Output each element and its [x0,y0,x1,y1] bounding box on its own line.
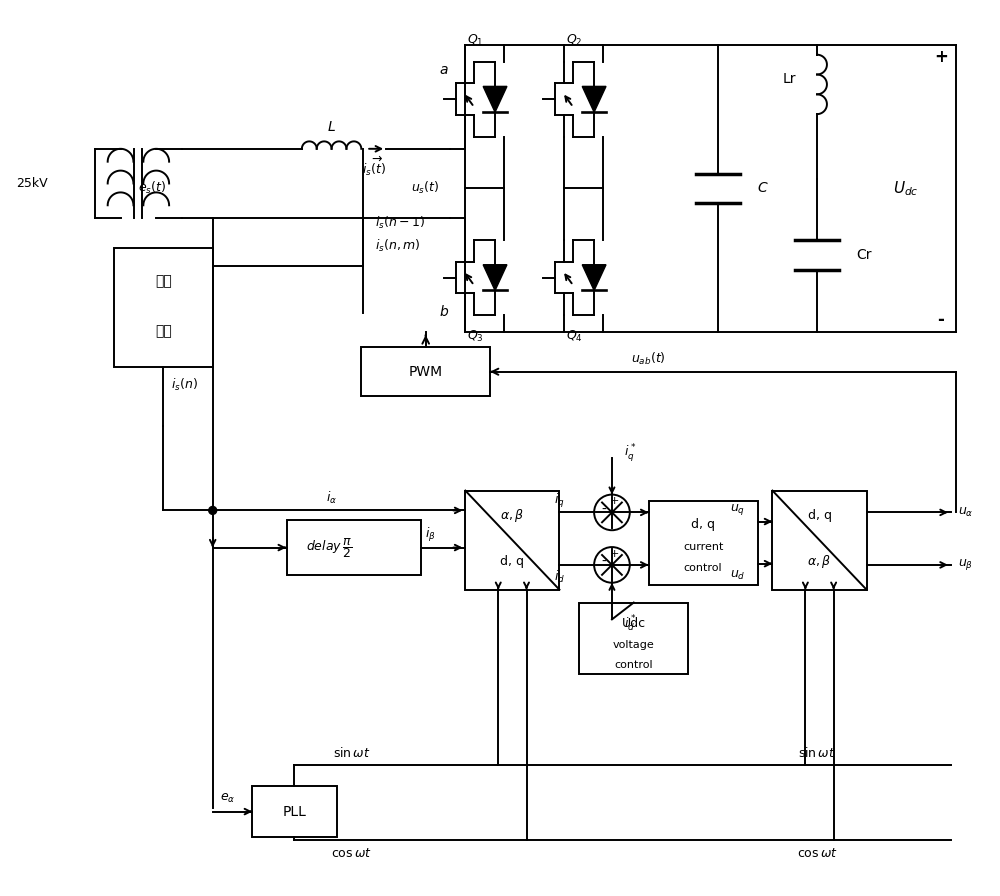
Circle shape [209,506,217,514]
Bar [114,248,213,366]
Text: $delay\,\dfrac{\pi}{2}$: $delay\,\dfrac{\pi}{2}$ [306,536,352,559]
Text: d, q: d, q [691,518,715,530]
Text: $u_q$: $u_q$ [730,502,745,517]
Text: $i_s(n)$: $i_s(n)$ [171,376,198,392]
Text: $Q_2$: $Q_2$ [566,32,583,47]
Text: $u_s(t)$: $u_s(t)$ [411,180,440,196]
Text: $i_s(n-1)$: $i_s(n-1)$ [375,215,425,231]
Text: $u_\beta$: $u_\beta$ [958,557,973,573]
Text: 25kV: 25kV [17,177,48,190]
Text: Lr: Lr [783,73,796,86]
Text: $i_\beta$: $i_\beta$ [425,526,436,544]
Text: Cr: Cr [857,248,872,263]
Text: $\alpha,\beta$: $\alpha,\beta$ [807,554,832,571]
Text: a: a [439,63,448,76]
Bar [579,602,688,674]
Text: $i_s(n,m)$: $i_s(n,m)$ [375,237,421,254]
Bar [361,347,490,397]
Text: $U_{dc}$: $U_{dc}$ [893,179,919,198]
Text: $u_d$: $u_d$ [730,569,746,582]
Text: -: - [602,555,606,569]
Text: $e_s(t)$: $e_s(t)$ [138,180,167,196]
Text: $Q_4$: $Q_4$ [566,329,583,344]
Text: $i_d^*$: $i_d^*$ [624,615,636,634]
Text: Udc: Udc [622,617,646,631]
Text: PLL: PLL [282,805,306,819]
Text: control: control [614,659,653,669]
Text: $u_\alpha$: $u_\alpha$ [958,506,973,519]
Text: $e_\alpha$: $e_\alpha$ [220,792,235,806]
Bar [649,501,758,585]
Text: 预测: 预测 [155,324,172,338]
Text: d, q: d, q [808,509,832,521]
Text: +: + [610,549,620,559]
Text: voltage: voltage [613,641,655,650]
Text: b: b [439,306,448,319]
Text: $\cos\omega t$: $\cos\omega t$ [331,847,372,859]
Bar [772,491,867,590]
Text: control: control [684,563,722,573]
Text: $i_q$: $i_q$ [554,492,565,510]
Text: PWM: PWM [409,365,443,379]
Polygon shape [483,86,507,112]
Text: C: C [758,181,767,195]
Text: $Q_1$: $Q_1$ [467,32,484,47]
Text: $\alpha,\beta$: $\alpha,\beta$ [500,507,525,524]
Text: $i_q^*$: $i_q^*$ [624,442,636,464]
Text: -: - [602,503,606,516]
Text: -: - [937,311,944,329]
Bar [252,786,337,838]
Text: $\overrightarrow{i_s(t)}$: $\overrightarrow{i_s(t)}$ [362,155,386,178]
Polygon shape [582,86,606,112]
Text: +: + [934,47,948,65]
Text: $i_\alpha$: $i_\alpha$ [326,489,337,505]
Bar [287,521,421,575]
Text: 电流: 电流 [155,274,172,289]
Text: $\sin\omega t$: $\sin\omega t$ [798,746,836,760]
Bar [465,491,559,590]
Text: $\cos\omega t$: $\cos\omega t$ [797,847,837,859]
Polygon shape [483,264,507,290]
Text: $Q_3$: $Q_3$ [467,329,484,344]
Text: d, q: d, q [500,556,524,568]
Polygon shape [582,264,606,290]
Text: $u_{ab}(t)$: $u_{ab}(t)$ [631,351,666,366]
Text: L: L [328,120,335,134]
Text: $\sin\omega t$: $\sin\omega t$ [333,746,370,760]
Text: $i_d$: $i_d$ [554,569,565,585]
Text: +: + [610,496,620,506]
Text: current: current [683,542,723,552]
